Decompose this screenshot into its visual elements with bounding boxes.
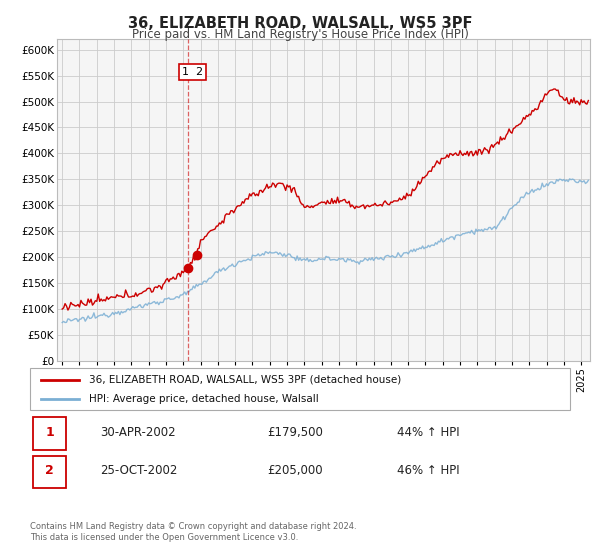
Text: 36, ELIZABETH ROAD, WALSALL, WS5 3PF (detached house): 36, ELIZABETH ROAD, WALSALL, WS5 3PF (de… bbox=[89, 375, 401, 385]
Text: Contains HM Land Registry data © Crown copyright and database right 2024.: Contains HM Land Registry data © Crown c… bbox=[30, 522, 356, 531]
Text: 46% ↑ HPI: 46% ↑ HPI bbox=[397, 464, 460, 477]
Text: 36, ELIZABETH ROAD, WALSALL, WS5 3PF: 36, ELIZABETH ROAD, WALSALL, WS5 3PF bbox=[128, 16, 472, 31]
Bar bbox=[33, 455, 66, 488]
Text: £205,000: £205,000 bbox=[268, 464, 323, 477]
Bar bbox=[33, 417, 66, 450]
Text: This data is licensed under the Open Government Licence v3.0.: This data is licensed under the Open Gov… bbox=[30, 533, 298, 542]
Text: 44% ↑ HPI: 44% ↑ HPI bbox=[397, 426, 460, 439]
Text: 1: 1 bbox=[45, 426, 54, 439]
Text: 1  2: 1 2 bbox=[182, 67, 203, 77]
Text: 25-OCT-2002: 25-OCT-2002 bbox=[100, 464, 178, 477]
Text: Price paid vs. HM Land Registry's House Price Index (HPI): Price paid vs. HM Land Registry's House … bbox=[131, 28, 469, 41]
Text: £179,500: £179,500 bbox=[268, 426, 323, 439]
Text: 2: 2 bbox=[45, 464, 54, 477]
Text: HPI: Average price, detached house, Walsall: HPI: Average price, detached house, Wals… bbox=[89, 394, 319, 404]
Text: 30-APR-2002: 30-APR-2002 bbox=[100, 426, 176, 439]
